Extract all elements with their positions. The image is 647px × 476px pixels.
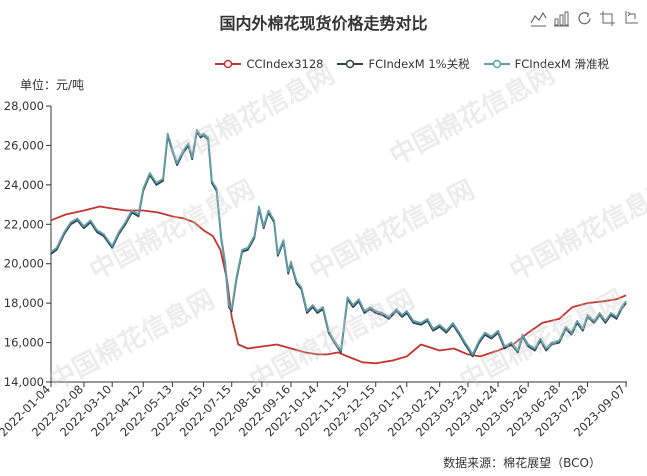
y-tick-label: 22,000 (4, 217, 44, 231)
y-tick-label: 18,000 (4, 296, 44, 310)
legend-item-fcindex-sliding[interactable]: FCIndexM 滑准税 (483, 56, 609, 72)
legend-marker-fcindex-1pct (337, 59, 364, 69)
bar-chart-icon[interactable] (553, 10, 570, 27)
series-line-1 (50, 130, 627, 358)
y-tick-label: 20,000 (4, 257, 44, 271)
data-source-label: 数据来源：棉花展望（BCO） (443, 456, 601, 470)
data-zoom-icon[interactable] (599, 10, 616, 27)
y-tick-label: 16,000 (4, 336, 44, 350)
legend-marker-fcindex-sliding (483, 59, 510, 69)
legend-label-ccindex: CCIndex3128 (246, 57, 324, 71)
legend-item-ccindex[interactable]: CCIndex3128 (215, 56, 323, 72)
chart-legend: CCIndex3128 FCIndexM 1%关税 FCIndexM 滑准税 (215, 56, 609, 72)
y-tick-label: 26,000 (4, 138, 44, 152)
y-tick-label: 28,000 (4, 99, 44, 113)
chart-toolbox (530, 10, 639, 27)
legend-marker-ccindex (215, 59, 242, 69)
restore-icon[interactable] (576, 10, 593, 27)
legend-item-fcindex-1pct[interactable]: FCIndexM 1%关税 (337, 56, 470, 72)
legend-label-fcindex-1pct: FCIndexM 1%关税 (368, 57, 470, 71)
y-tick-label: 24,000 (4, 178, 44, 192)
legend-label-fcindex-sliding: FCIndexM 滑准税 (514, 57, 609, 71)
series-line-2 (50, 128, 627, 356)
data-zoom-reset-icon[interactable] (622, 10, 639, 27)
line-chart-icon[interactable] (530, 10, 547, 27)
y-tick-label: 14,000 (4, 375, 44, 389)
y-axis-unit-label: 单位：元/吨 (20, 78, 85, 92)
chart-title: 国内外棉花现货价格走势对比 (219, 14, 428, 33)
